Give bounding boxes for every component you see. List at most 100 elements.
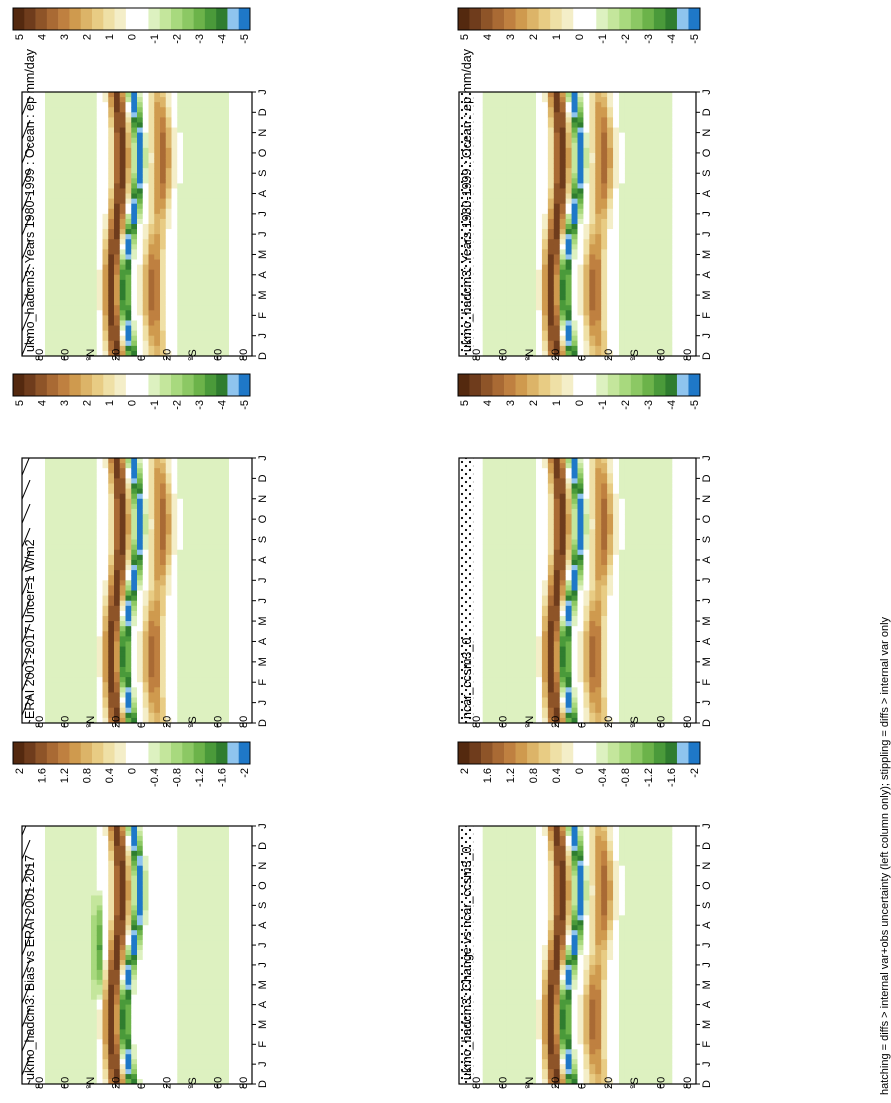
heatmap-cell bbox=[553, 122, 561, 128]
heatmap-cell bbox=[154, 234, 161, 240]
heatmap-cell bbox=[506, 142, 513, 149]
heatmap-cell bbox=[171, 244, 178, 250]
heatmap-cell bbox=[488, 188, 495, 194]
heatmap-cell bbox=[476, 234, 484, 240]
heatmap-cell bbox=[482, 254, 490, 260]
heatmap-cell bbox=[33, 290, 40, 296]
heatmap-cell bbox=[73, 92, 80, 98]
heatmap-cell bbox=[476, 122, 484, 128]
heatmap-cell bbox=[690, 178, 697, 184]
heatmap-cell bbox=[160, 325, 167, 332]
heatmap-cell bbox=[79, 264, 86, 271]
heatmap-cell bbox=[470, 315, 478, 321]
heatmap-cell bbox=[583, 259, 590, 266]
heatmap-cell bbox=[108, 147, 115, 154]
heatmap-cell bbox=[102, 218, 109, 225]
heatmap-cell bbox=[636, 112, 644, 118]
heatmap-cell bbox=[85, 213, 92, 220]
heatmap-cell bbox=[125, 335, 132, 342]
heatmap-cell bbox=[131, 198, 138, 205]
heatmap-cell bbox=[246, 310, 253, 316]
heatmap-cell bbox=[148, 350, 155, 357]
heatmap-cell bbox=[229, 173, 236, 179]
heatmap-cell bbox=[601, 284, 608, 291]
heatmap-cell bbox=[114, 218, 121, 225]
heatmap-cell bbox=[206, 350, 213, 357]
heatmap-cell bbox=[583, 330, 590, 337]
colorbar-swatch bbox=[35, 374, 48, 396]
heatmap-cell bbox=[666, 102, 673, 108]
heatmap-cell bbox=[589, 254, 596, 260]
heatmap-cell bbox=[577, 97, 584, 103]
heatmap-cell bbox=[500, 244, 507, 250]
heatmap-cell bbox=[530, 147, 537, 154]
heatmap-cell bbox=[211, 345, 218, 352]
heatmap-cell bbox=[470, 117, 478, 123]
heatmap-cell bbox=[211, 213, 218, 220]
heatmap-cell bbox=[636, 158, 644, 164]
heatmap-cell bbox=[482, 249, 490, 255]
heatmap-cell bbox=[171, 305, 178, 311]
heatmap-cell bbox=[246, 229, 253, 235]
heatmap-cell bbox=[553, 335, 561, 342]
heatmap-cell bbox=[666, 132, 673, 139]
heatmap-cell bbox=[518, 142, 525, 149]
heatmap-cell bbox=[577, 127, 584, 134]
heatmap-cell bbox=[56, 646, 63, 653]
heatmap-cell bbox=[559, 305, 567, 311]
heatmap-cell bbox=[171, 117, 178, 123]
heatmap-cell bbox=[39, 269, 46, 276]
heatmap-cell bbox=[39, 483, 46, 489]
heatmap-cell bbox=[630, 127, 638, 134]
heatmap-cell bbox=[68, 585, 75, 591]
heatmap-cell bbox=[125, 244, 132, 250]
heatmap-cell bbox=[39, 274, 46, 281]
heatmap-cell bbox=[160, 147, 167, 154]
lat-tick-label: 80 bbox=[238, 349, 250, 361]
heatmap-cell bbox=[33, 595, 40, 602]
heatmap-cell bbox=[571, 350, 578, 357]
heatmap-cell bbox=[577, 178, 584, 184]
heatmap-cell bbox=[577, 300, 584, 306]
heatmap-cell bbox=[160, 188, 167, 194]
heatmap-cell bbox=[577, 158, 584, 164]
heatmap-cell bbox=[589, 284, 596, 291]
heatmap-cell bbox=[39, 463, 46, 469]
heatmap-cell bbox=[476, 152, 484, 159]
heatmap-cell bbox=[654, 208, 661, 215]
heatmap-cell bbox=[630, 102, 638, 108]
heatmap-cell bbox=[73, 335, 80, 342]
heatmap-cell bbox=[476, 107, 484, 113]
heatmap-cell bbox=[206, 122, 213, 128]
heatmap-cell bbox=[476, 142, 484, 149]
heatmap-cell bbox=[108, 208, 115, 215]
heatmap-cell bbox=[654, 269, 661, 276]
heatmap-cell bbox=[506, 92, 513, 98]
heatmap-cell bbox=[114, 203, 121, 210]
heatmap-cell bbox=[577, 234, 584, 240]
heatmap-cell bbox=[96, 249, 103, 255]
month-tick-label: D bbox=[701, 108, 713, 116]
heatmap-cell bbox=[229, 330, 236, 337]
heatmap-cell bbox=[45, 692, 52, 698]
heatmap-cell bbox=[672, 224, 679, 230]
heatmap-cell bbox=[165, 239, 172, 245]
heatmap-cell bbox=[217, 132, 224, 139]
heatmap-cell bbox=[194, 325, 201, 332]
heatmap-cell bbox=[547, 107, 555, 113]
heatmap-cell bbox=[229, 132, 236, 139]
colorbar-swatch bbox=[688, 8, 701, 30]
heatmap-cell bbox=[119, 208, 126, 215]
heatmap-cell bbox=[559, 117, 567, 123]
heatmap-cell bbox=[512, 305, 519, 311]
heatmap-cell bbox=[648, 168, 655, 174]
heatmap-cell bbox=[246, 300, 253, 306]
heatmap-cell bbox=[62, 208, 69, 215]
heatmap-cell bbox=[541, 310, 549, 316]
heatmap-cell bbox=[125, 279, 132, 286]
colorbar-swatch bbox=[92, 374, 104, 396]
heatmap-cell bbox=[85, 335, 92, 342]
heatmap-cell bbox=[223, 178, 230, 184]
heatmap-cell bbox=[589, 132, 596, 139]
